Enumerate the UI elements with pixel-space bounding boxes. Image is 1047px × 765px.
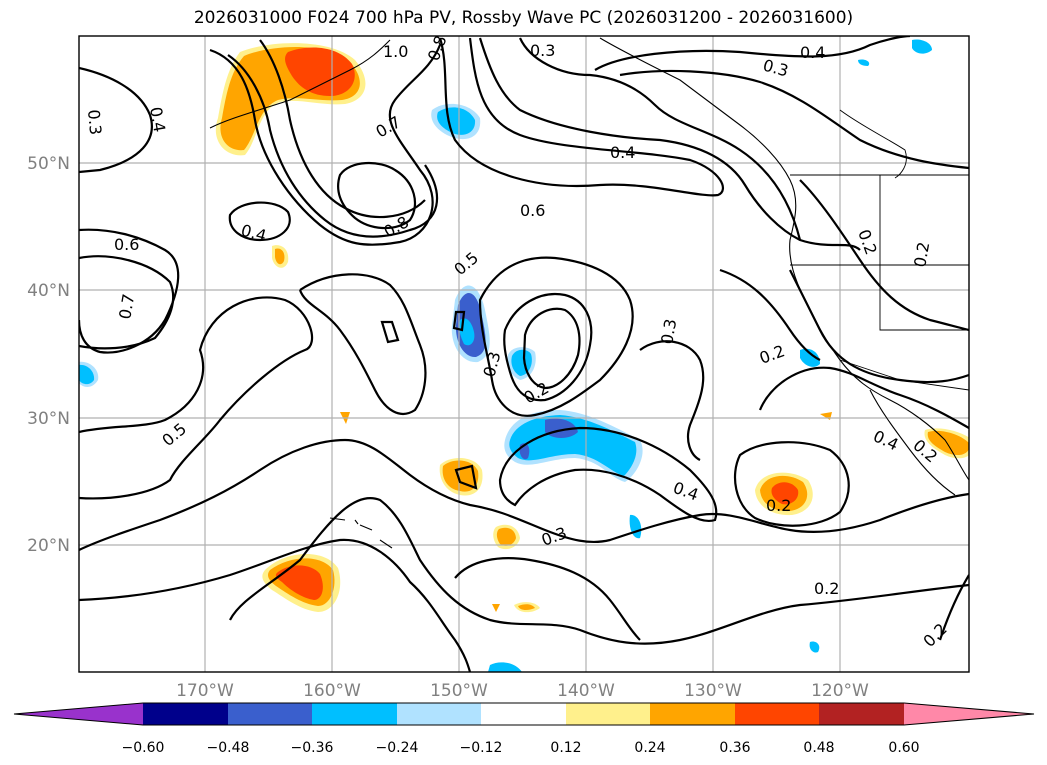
colorbar-tick: 0.24 [634,740,665,756]
colorbar-segment [735,703,819,725]
anomaly-shading [79,39,969,672]
colorbar-tick: 0.36 [719,740,750,756]
contour-label: 0.2 [910,240,933,268]
lat-label-20n: 20°N [27,536,70,556]
colorbar-outline [13,702,1035,726]
colorbar-segment [650,703,735,725]
lon-label-140w: 140°W [557,681,615,701]
lon-label-130w: 130°W [684,681,742,701]
colorbar-segment [312,703,397,725]
contour-label: 0.3 [84,109,105,136]
figure-title: 2026031000 F024 700 hPa PV, Rossby Wave … [193,8,854,28]
colorbar-tick: 0.12 [550,740,581,756]
contour-label: 1.0 [383,42,408,61]
colorbar-extend-high [904,703,1034,725]
lat-label-40n: 40°N [27,281,70,301]
colorbar-segment [819,703,904,725]
map-frame [78,35,970,673]
colorbar-segment [481,703,566,725]
contour-label: 0.4 [146,105,169,133]
colorbar-tick: −0.48 [207,740,250,756]
colorbar-segment [566,703,650,725]
colorbar-tick: 0.60 [888,740,919,756]
lat-label-30n: 30°N [27,409,70,429]
latitude-labels: 50°N 40°N 30°N 20°N [27,154,70,556]
lon-label-160w: 160°W [303,681,361,701]
contour-label: 0.4 [800,43,825,62]
contour-label: 0.2 [814,579,839,598]
lat-label-50n: 50°N [27,154,70,174]
borders [790,109,969,391]
contour-label: 0.4 [610,143,635,162]
contour-label: 0.6 [520,201,545,220]
colorbar-tick: −0.36 [291,740,334,756]
contour-label: 0.3 [657,317,680,345]
colorbar-extend-low [14,703,143,725]
colorbar-segment [143,703,228,725]
contour-label: 0.2 [766,496,791,515]
colorbar-segment [397,703,481,725]
lat-lon-grid [79,36,969,672]
contour-label: 0.7 [115,292,138,320]
colorbar-tick: 0.48 [803,740,834,756]
coastlines [209,37,969,549]
lon-label-120w: 120°W [811,681,869,701]
lon-label-170w: 170°W [176,681,234,701]
pv-contours [79,36,969,672]
contour-label: 0.6 [114,235,139,254]
contour-label: 0.3 [530,41,555,60]
colorbar-segment [228,703,312,725]
colorbar-tick: −0.60 [122,740,165,756]
lon-label-150w: 150°W [430,681,488,701]
longitude-labels: 170°W 160°W 150°W 140°W 130°W 120°W [176,681,869,701]
colorbar-tick: −0.24 [376,740,419,756]
colorbar: −0.60 −0.48 −0.36 −0.24 −0.12 0.12 0.24 … [13,702,1035,756]
colorbar-tick: −0.12 [460,740,503,756]
